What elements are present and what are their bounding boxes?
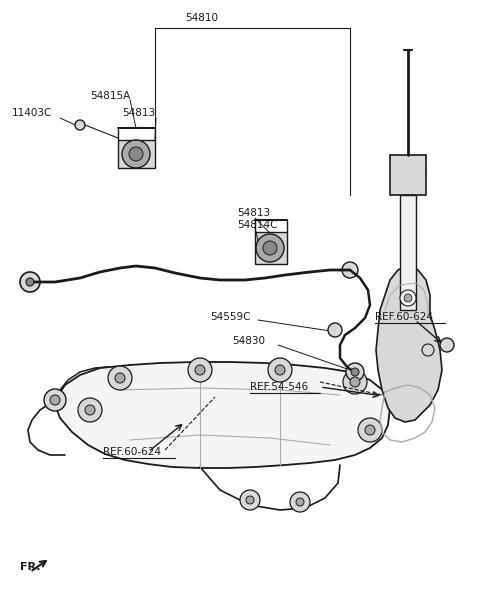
Circle shape	[108, 366, 132, 390]
Circle shape	[275, 365, 285, 375]
Text: 54559C: 54559C	[210, 312, 251, 322]
Circle shape	[85, 405, 95, 415]
Text: FR.: FR.	[20, 562, 40, 572]
Circle shape	[358, 418, 382, 442]
Circle shape	[328, 323, 342, 337]
Text: REF.60-624: REF.60-624	[375, 312, 433, 322]
Circle shape	[188, 358, 212, 382]
Circle shape	[342, 262, 358, 278]
Circle shape	[240, 490, 260, 510]
Circle shape	[20, 272, 40, 292]
Polygon shape	[390, 155, 426, 195]
Circle shape	[263, 241, 277, 255]
Circle shape	[122, 140, 150, 168]
Circle shape	[296, 498, 304, 506]
Circle shape	[44, 389, 66, 411]
Circle shape	[400, 290, 416, 306]
Text: 54815A: 54815A	[90, 91, 130, 101]
Circle shape	[195, 365, 205, 375]
Text: 11403C: 11403C	[12, 108, 52, 118]
Text: 54814C: 54814C	[237, 220, 277, 230]
Circle shape	[346, 363, 364, 381]
Circle shape	[115, 373, 125, 383]
Circle shape	[246, 496, 254, 504]
Circle shape	[404, 294, 412, 302]
Circle shape	[26, 278, 34, 286]
Text: 54813: 54813	[122, 108, 155, 118]
Text: REF.60-624: REF.60-624	[103, 447, 161, 457]
Circle shape	[50, 395, 60, 405]
Circle shape	[351, 368, 359, 376]
Text: 54813: 54813	[237, 208, 270, 218]
Polygon shape	[118, 140, 155, 168]
Circle shape	[350, 377, 360, 387]
Text: 54810: 54810	[185, 13, 218, 23]
Polygon shape	[400, 195, 416, 310]
Text: REF.54-546: REF.54-546	[250, 382, 308, 392]
Circle shape	[75, 120, 85, 130]
Circle shape	[422, 344, 434, 356]
Polygon shape	[55, 362, 390, 468]
Circle shape	[256, 234, 284, 262]
Circle shape	[343, 370, 367, 394]
Circle shape	[129, 147, 143, 161]
Polygon shape	[376, 265, 442, 422]
Circle shape	[365, 425, 375, 435]
Circle shape	[78, 398, 102, 422]
Circle shape	[440, 338, 454, 352]
Circle shape	[290, 492, 310, 512]
Circle shape	[268, 358, 292, 382]
Text: 54830: 54830	[232, 336, 265, 346]
Polygon shape	[255, 232, 287, 264]
